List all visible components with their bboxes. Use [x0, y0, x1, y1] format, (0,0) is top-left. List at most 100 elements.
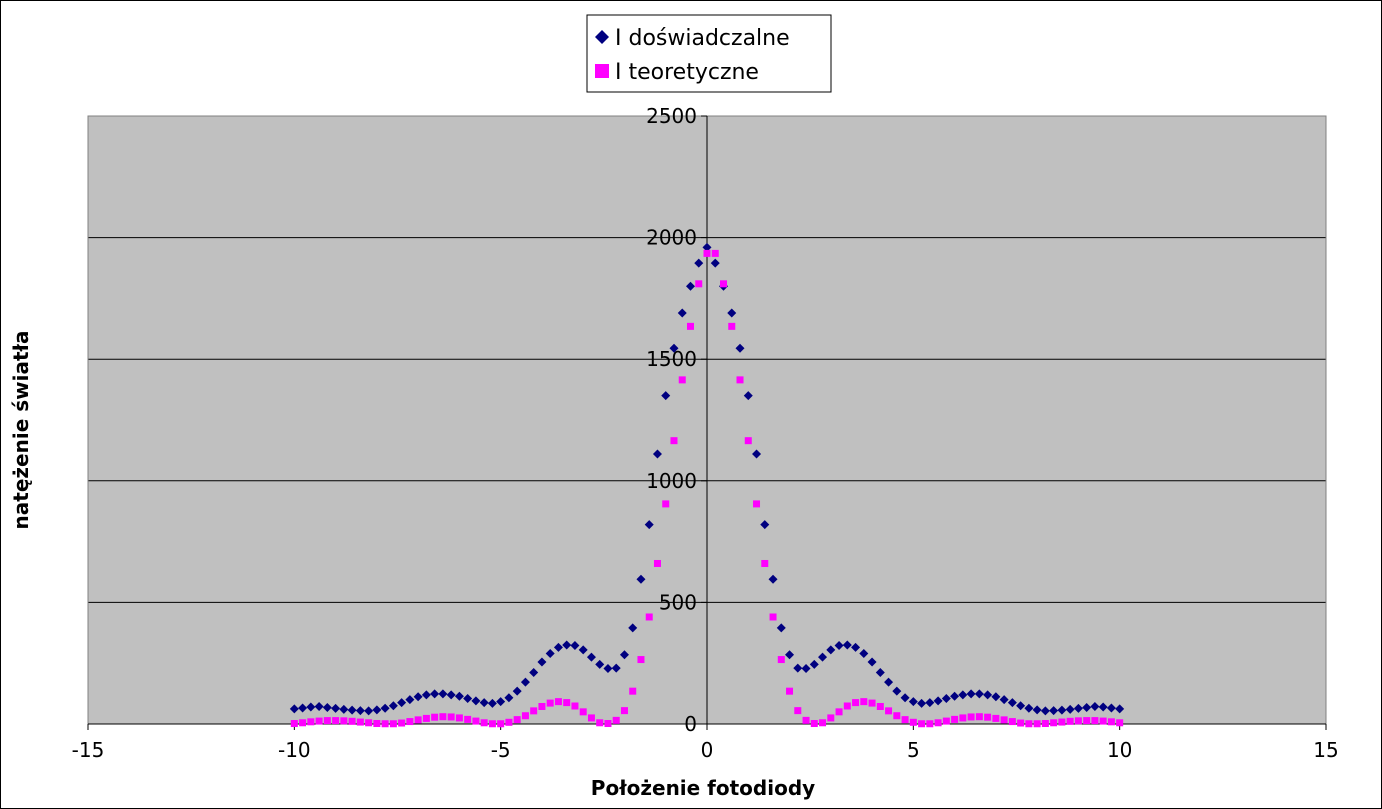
data-point-diamond — [454, 691, 464, 701]
data-point-square — [934, 719, 942, 727]
data-point-diamond — [355, 706, 365, 716]
data-point-square — [389, 720, 397, 728]
data-point-diamond — [859, 648, 869, 658]
data-point-diamond — [487, 698, 497, 708]
data-point-diamond — [776, 623, 786, 633]
data-point-square — [447, 713, 455, 721]
data-point-square — [373, 720, 381, 728]
data-point-square — [909, 718, 917, 726]
data-point-square — [332, 717, 340, 725]
data-point-square — [629, 687, 637, 695]
data-point-square — [431, 713, 439, 721]
data-point-diamond — [694, 258, 704, 268]
y-tick-label: 1000 — [646, 469, 697, 493]
data-point-diamond — [611, 663, 621, 673]
data-point-square — [1066, 717, 1074, 725]
legend-label: I doświadczalne — [615, 26, 790, 51]
data-point-square — [868, 699, 876, 707]
y-tick-label: 2500 — [646, 104, 697, 128]
data-point-square — [720, 280, 728, 288]
data-point-diamond — [636, 574, 646, 584]
data-point-diamond — [669, 343, 679, 353]
data-point-diamond — [1016, 701, 1026, 711]
data-point-diamond — [339, 704, 349, 714]
y-axis-title: natężenie światła — [9, 331, 33, 530]
data-point-diamond — [1007, 698, 1017, 708]
y-tick-labels: 0 500 1000 1500 2000 2500 — [646, 104, 697, 736]
data-point-diamond — [768, 574, 778, 584]
data-point-diamond — [413, 692, 423, 702]
data-point-square — [1116, 719, 1124, 727]
data-point-square — [967, 713, 975, 721]
x-tick-label: -10 — [278, 738, 311, 762]
data-point-square — [753, 500, 761, 508]
x-axis-title: Położenie fotodiody — [591, 776, 815, 800]
data-point-square — [563, 699, 571, 707]
data-point-square — [794, 707, 802, 715]
data-point-square — [1058, 718, 1066, 726]
data-point-diamond — [586, 652, 596, 662]
data-point-square — [307, 718, 315, 726]
data-point-square — [992, 714, 1000, 722]
data-point-square — [736, 376, 744, 384]
data-point-diamond — [628, 623, 638, 633]
data-point-diamond — [553, 642, 563, 652]
data-point-square — [497, 720, 505, 728]
data-point-diamond — [983, 690, 993, 700]
data-point-diamond — [941, 693, 951, 703]
data-point-square — [1074, 717, 1082, 725]
data-point-diamond — [537, 657, 547, 667]
data-point-square — [554, 698, 562, 706]
data-point-square — [299, 719, 307, 727]
data-marks — [289, 242, 1125, 728]
data-point-diamond — [1024, 703, 1034, 713]
data-point-diamond — [603, 664, 613, 674]
data-point-diamond — [652, 449, 662, 459]
data-point-diamond — [644, 520, 654, 530]
data-point-square — [406, 718, 414, 726]
data-point-diamond — [677, 308, 687, 318]
data-point-diamond — [727, 308, 737, 318]
data-point-square — [620, 707, 628, 715]
data-point-diamond — [438, 689, 448, 699]
data-point-diamond — [1049, 706, 1059, 716]
data-point-diamond — [917, 698, 927, 708]
data-point-diamond — [446, 690, 456, 700]
data-point-square — [513, 716, 521, 724]
data-point-diamond — [793, 663, 803, 673]
data-point-square — [530, 707, 538, 715]
data-point-diamond — [463, 693, 473, 703]
data-point-diamond — [760, 520, 770, 530]
data-point-diamond — [1115, 704, 1125, 714]
data-point-square — [439, 713, 447, 721]
legend-marker-diamond — [595, 30, 609, 44]
data-point-square — [711, 249, 719, 257]
data-point-square — [703, 249, 711, 257]
data-point-diamond — [999, 695, 1009, 705]
y-tick-label: 500 — [659, 590, 697, 614]
data-point-square — [975, 713, 983, 721]
data-point-square — [678, 376, 686, 384]
data-point-square — [653, 559, 661, 567]
data-point-diamond — [743, 391, 753, 401]
data-point-diamond — [322, 702, 332, 712]
data-point-square — [860, 698, 868, 706]
data-point-diamond — [991, 692, 1001, 702]
data-point-diamond — [685, 281, 695, 291]
data-point-square — [942, 717, 950, 725]
data-point-square — [901, 716, 909, 724]
data-point-square — [645, 613, 653, 621]
data-point-diamond — [1065, 704, 1075, 714]
data-point-square — [546, 699, 554, 707]
data-point-diamond — [471, 696, 481, 706]
data-point-square — [365, 719, 373, 727]
data-point-square — [1008, 718, 1016, 726]
data-point-diamond — [331, 703, 341, 713]
data-point-diamond — [834, 640, 844, 650]
data-point-square — [777, 656, 785, 664]
data-point-square — [538, 702, 546, 710]
data-point-diamond — [388, 701, 398, 711]
data-point-diamond — [933, 696, 943, 706]
data-point-square — [728, 322, 736, 330]
data-point-diamond — [826, 645, 836, 655]
